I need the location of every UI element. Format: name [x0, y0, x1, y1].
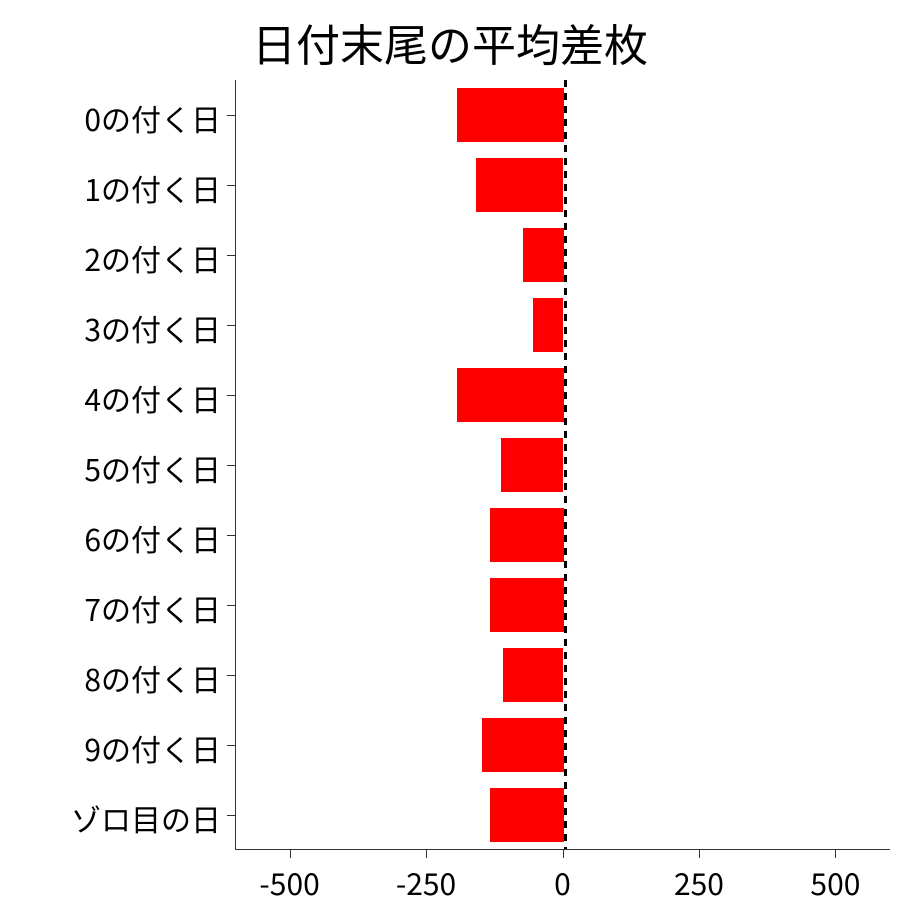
bar	[476, 158, 563, 213]
y-axis-label: 7の付く日	[6, 586, 221, 630]
y-tick	[227, 465, 235, 466]
y-tick	[227, 815, 235, 816]
x-tick	[835, 850, 836, 858]
x-axis-label: 0	[554, 860, 571, 904]
x-axis-label: -500	[259, 860, 319, 904]
bar	[501, 438, 564, 493]
bar	[503, 648, 563, 703]
y-axis-label: 9の付く日	[6, 726, 221, 770]
zero-line	[564, 80, 567, 849]
bar	[490, 578, 564, 633]
plot-area	[235, 80, 890, 850]
y-tick	[227, 745, 235, 746]
y-axis-label: 4の付く日	[6, 376, 221, 420]
bar	[482, 718, 564, 773]
bar	[533, 298, 563, 353]
bar	[490, 508, 564, 563]
y-axis-label: 8の付く日	[6, 656, 221, 700]
y-axis-label: 6の付く日	[6, 516, 221, 560]
y-tick	[227, 675, 235, 676]
y-tick	[227, 185, 235, 186]
y-tick	[227, 535, 235, 536]
x-tick	[426, 850, 427, 858]
y-tick	[227, 255, 235, 256]
bar	[523, 228, 564, 283]
x-axis-label: 250	[674, 860, 724, 904]
y-axis-label: 1の付く日	[6, 166, 221, 210]
x-tick	[290, 850, 291, 858]
bar	[457, 88, 563, 143]
x-axis-label: 500	[810, 860, 860, 904]
chart-container: 日付末尾の平均差枚 0の付く日 1の付く日 2の付く日 3の付く日 4の付く日 5の付く日…	[0, 0, 900, 900]
bar	[457, 368, 563, 423]
x-tick	[699, 850, 700, 858]
bar	[490, 788, 564, 843]
y-axis-label: 3の付く日	[6, 306, 221, 350]
y-tick	[227, 395, 235, 396]
y-axis-label: 0の付く日	[6, 96, 221, 140]
x-axis-label: -250	[396, 860, 456, 904]
x-tick	[563, 850, 564, 858]
y-axis-label: ゾロ目の日	[6, 796, 221, 840]
y-tick	[227, 115, 235, 116]
y-axis-label: 2の付く日	[6, 236, 221, 280]
y-axis-label: 5の付く日	[6, 446, 221, 490]
chart-title: 日付末尾の平均差枚	[0, 10, 900, 74]
y-tick	[227, 605, 235, 606]
y-tick	[227, 325, 235, 326]
